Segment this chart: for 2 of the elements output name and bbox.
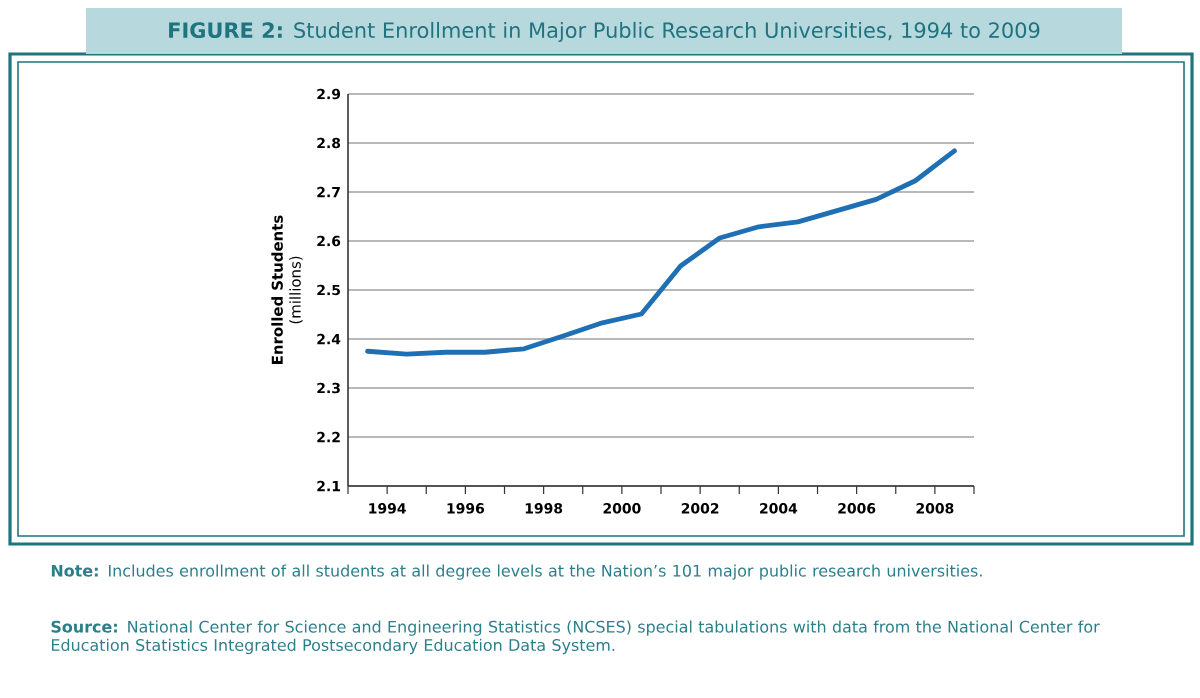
chart-title: FIGURE 2: Student Enrollment in Major Public Research Universities, 1994 to 2009 [169,21,1040,43]
line-series [365,148,957,357]
